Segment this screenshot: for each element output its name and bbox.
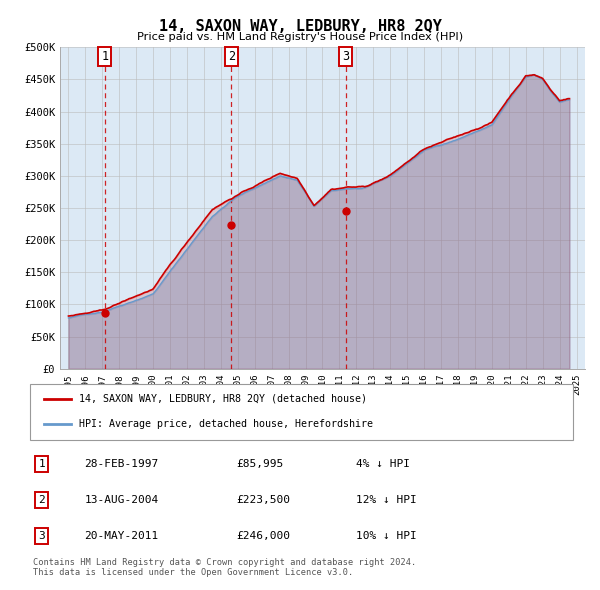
Text: 3: 3 <box>343 50 349 63</box>
Text: 14, SAXON WAY, LEDBURY, HR8 2QY: 14, SAXON WAY, LEDBURY, HR8 2QY <box>158 19 442 34</box>
Text: 1: 1 <box>101 50 109 63</box>
Text: 1: 1 <box>38 460 46 469</box>
Text: £223,500: £223,500 <box>236 496 290 506</box>
Text: 2: 2 <box>38 496 46 506</box>
Text: £85,995: £85,995 <box>236 460 284 469</box>
Text: 3: 3 <box>38 532 46 542</box>
Text: 20-MAY-2011: 20-MAY-2011 <box>85 532 158 542</box>
Text: Contains HM Land Registry data © Crown copyright and database right 2024.
This d: Contains HM Land Registry data © Crown c… <box>33 558 416 577</box>
Text: HPI: Average price, detached house, Herefordshire: HPI: Average price, detached house, Here… <box>79 419 373 430</box>
Text: 10% ↓ HPI: 10% ↓ HPI <box>356 532 416 542</box>
Text: 4% ↓ HPI: 4% ↓ HPI <box>356 460 410 469</box>
Text: 14, SAXON WAY, LEDBURY, HR8 2QY (detached house): 14, SAXON WAY, LEDBURY, HR8 2QY (detache… <box>79 394 367 404</box>
FancyBboxPatch shape <box>30 384 573 440</box>
Text: 12% ↓ HPI: 12% ↓ HPI <box>356 496 416 506</box>
Text: 13-AUG-2004: 13-AUG-2004 <box>85 496 158 506</box>
Text: £246,000: £246,000 <box>236 532 290 542</box>
Text: 2: 2 <box>228 50 235 63</box>
Text: 28-FEB-1997: 28-FEB-1997 <box>85 460 158 469</box>
Text: Price paid vs. HM Land Registry's House Price Index (HPI): Price paid vs. HM Land Registry's House … <box>137 32 463 42</box>
